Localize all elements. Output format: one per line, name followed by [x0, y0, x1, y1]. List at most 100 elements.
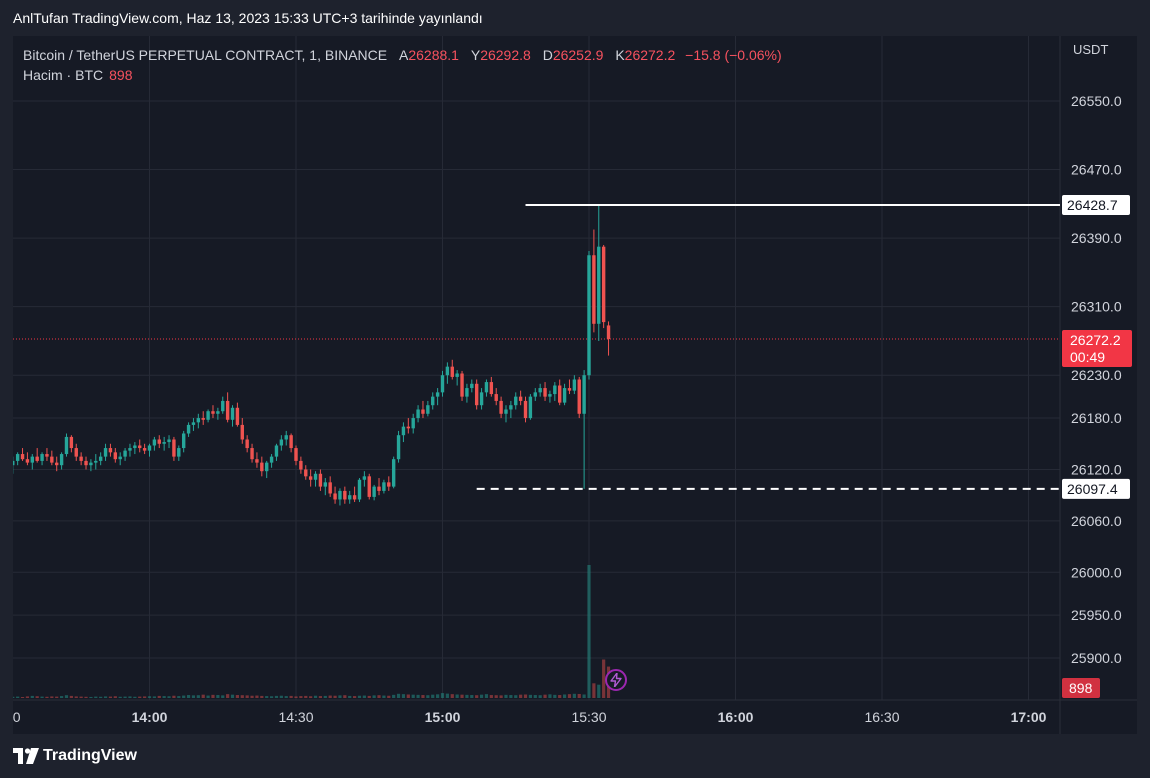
candle-body	[474, 383, 479, 406]
volume-bar	[406, 694, 410, 698]
candle-body	[396, 435, 401, 460]
candle-body	[84, 460, 88, 466]
candle-body	[401, 426, 406, 436]
tradingview-logo-icon	[13, 748, 39, 764]
volume-bar	[479, 694, 484, 698]
candle-body	[499, 400, 503, 414]
volume-bar	[196, 695, 200, 698]
current-price-label: 26272.2	[1070, 332, 1121, 348]
volume-bar	[416, 694, 420, 698]
time-axis-tick: 14:00	[132, 709, 168, 725]
candle-body	[470, 383, 474, 389]
volume-bar	[235, 695, 239, 698]
volume-bar	[177, 696, 181, 698]
volume-bar	[191, 695, 196, 698]
candle-body	[225, 400, 230, 420]
volume-bar	[475, 695, 479, 698]
legend-change: −15.8 (−0.06%)	[685, 47, 782, 63]
volume-bar	[216, 695, 220, 698]
candle-body	[597, 246, 601, 324]
candle-body	[186, 424, 191, 434]
volume-bar	[143, 696, 147, 698]
candle-body	[372, 486, 376, 497]
legend-low-label: D	[542, 47, 553, 63]
current-price-badge	[1062, 330, 1132, 368]
level-price-badge	[1062, 478, 1130, 499]
tradingview-logo[interactable]: TradingView	[13, 747, 137, 765]
time-axis-tick: 17:00	[1011, 709, 1047, 725]
volume-bar	[245, 695, 249, 698]
candlestick-chart[interactable]: 26428.7 26097.4 USDT 26550.0 26470.0 26390.0 2…	[13, 36, 1137, 734]
volume-bar	[567, 694, 572, 698]
candle-body	[362, 476, 367, 480]
candle-body	[328, 482, 332, 494]
volume-bar	[499, 695, 503, 698]
candle-body	[142, 448, 147, 451]
volume-bar	[543, 694, 547, 698]
candle-body	[30, 456, 34, 463]
price-axis-tick: 25950.0	[1071, 607, 1122, 623]
volume-bar	[147, 696, 152, 698]
volume-bar	[230, 694, 235, 698]
candle-body	[391, 459, 396, 487]
candle-body	[157, 439, 161, 444]
volume-bar	[123, 696, 127, 698]
candle-body	[484, 382, 489, 393]
publish-header: AnlTufan TradingView.com, Haz 13, 2023 1…	[0, 0, 1150, 36]
candle-body	[108, 448, 113, 453]
volume-bar	[103, 696, 108, 698]
volume-bar	[553, 694, 557, 698]
time-axis-tick: 15:00	[425, 709, 461, 725]
price-axis-tick: 26470.0	[1071, 162, 1122, 178]
candle-body	[352, 495, 357, 500]
volume-bar	[328, 695, 332, 698]
volume-bar	[167, 696, 171, 698]
candle-body	[94, 460, 98, 463]
volume-bar	[182, 695, 186, 698]
candle-body	[25, 459, 30, 463]
candle-body	[55, 462, 59, 466]
candle-body	[343, 490, 347, 500]
volume-bar	[465, 694, 469, 698]
candle-body	[582, 375, 586, 414]
candle-body	[201, 418, 205, 420]
volume-bar	[558, 695, 562, 698]
legend-volume-label[interactable]: Hacim · BTC	[23, 67, 104, 83]
volume-bar	[60, 696, 64, 698]
candle-body	[518, 396, 523, 401]
volume-bar	[94, 696, 98, 698]
candle-body	[308, 476, 313, 480]
candle-body	[543, 388, 547, 397]
volume-bar	[382, 695, 386, 698]
lightning-icon[interactable]	[605, 669, 627, 691]
candle-body	[431, 396, 435, 406]
candle-body	[387, 482, 391, 487]
legend-ohlc-line: Bitcoin / TetherUS PERPETUAL CONTRACT, 1…	[23, 45, 782, 65]
price-axis-currency: USDT	[1073, 42, 1108, 57]
candle-body	[318, 473, 323, 487]
candle-body	[216, 411, 220, 414]
candle-body	[440, 375, 445, 393]
candle-body	[523, 400, 528, 419]
candle-body	[294, 448, 298, 461]
volume-bar	[69, 695, 73, 698]
volume-bar	[108, 696, 113, 698]
time-axis-tick: 15:30	[571, 709, 606, 725]
candle-body	[553, 385, 557, 395]
price-axis-tick: 26390.0	[1071, 230, 1122, 246]
legend-low-value: 26252.9	[552, 47, 604, 63]
candle-body	[338, 490, 342, 500]
volume-bar	[455, 694, 459, 698]
volume-bar	[157, 695, 161, 698]
volume-bar	[260, 695, 264, 698]
volume-bar	[357, 695, 362, 698]
candle-body	[118, 456, 122, 460]
legend-symbol[interactable]: Bitcoin / TetherUS PERPETUAL CONTRACT, 1…	[23, 47, 388, 63]
chart-frame[interactable]: 26428.7 26097.4 USDT 26550.0 26470.0 26390.0 2…	[13, 36, 1137, 734]
legend-close-label: K	[615, 47, 625, 63]
volume-bar	[460, 694, 464, 698]
candle-body	[191, 422, 196, 425]
candle-body	[133, 445, 137, 449]
volume-bar	[333, 695, 337, 698]
volume-bar	[304, 695, 308, 698]
